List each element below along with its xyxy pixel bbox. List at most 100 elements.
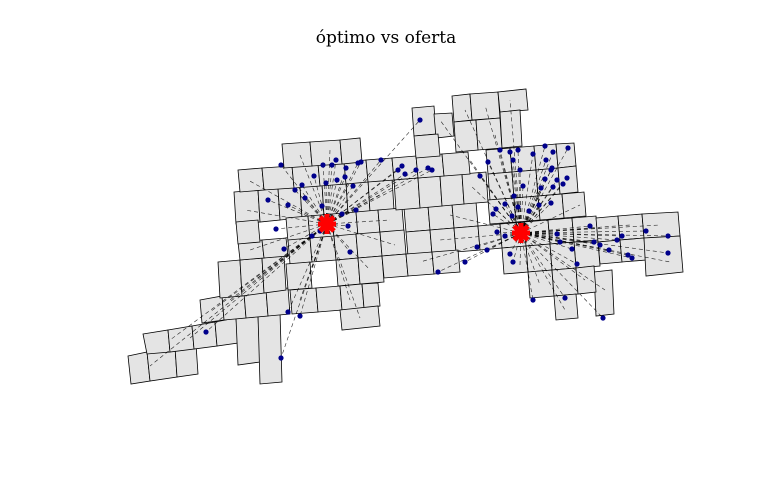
assignment-line bbox=[512, 232, 522, 263]
city-block bbox=[643, 235, 684, 277]
city-block bbox=[339, 283, 365, 311]
assignment-line bbox=[520, 177, 568, 234]
supply-point bbox=[619, 233, 625, 239]
optimum-marker-west bbox=[318, 214, 336, 234]
assignment-line bbox=[269, 223, 328, 271]
supply-point bbox=[597, 242, 603, 248]
assignment-line bbox=[520, 232, 618, 241]
assignment-line bbox=[169, 223, 328, 341]
supply-point bbox=[490, 211, 496, 217]
supply-point bbox=[548, 200, 554, 206]
supply-point bbox=[278, 355, 284, 361]
supply-point bbox=[554, 231, 560, 237]
city-block bbox=[411, 105, 437, 137]
assignment-line bbox=[326, 223, 396, 246]
city-block bbox=[367, 177, 395, 213]
supply-point bbox=[606, 247, 612, 253]
assignment-line bbox=[509, 99, 522, 234]
supply-point bbox=[554, 177, 560, 183]
assignment-line bbox=[520, 232, 578, 265]
assignment-line bbox=[326, 169, 433, 225]
assignment-line bbox=[520, 145, 546, 234]
city-block bbox=[441, 151, 471, 177]
city-block bbox=[431, 249, 461, 275]
supply-point bbox=[510, 157, 516, 163]
assignment-line bbox=[326, 167, 429, 225]
assignment-line bbox=[520, 204, 581, 234]
supply-point bbox=[355, 160, 361, 166]
assignment-line bbox=[520, 232, 669, 237]
city-block bbox=[237, 167, 265, 193]
city-block bbox=[285, 261, 313, 291]
supply-point bbox=[285, 309, 291, 315]
supply-point bbox=[562, 295, 568, 301]
assignment-line bbox=[449, 214, 522, 234]
assignment-line bbox=[326, 223, 371, 271]
city-block bbox=[355, 231, 383, 259]
supply-point bbox=[543, 157, 549, 163]
assignment-line bbox=[326, 176, 346, 225]
assignment-line bbox=[437, 232, 522, 273]
supply-point bbox=[345, 223, 351, 229]
assignment-line bbox=[469, 159, 522, 234]
assignment-line bbox=[520, 147, 569, 234]
city-block bbox=[461, 171, 489, 205]
assignment-line bbox=[520, 232, 633, 259]
supply-point bbox=[299, 182, 305, 188]
assignment-line bbox=[517, 206, 522, 234]
city-block bbox=[453, 119, 479, 153]
supply-point bbox=[549, 165, 555, 171]
supply-point bbox=[550, 184, 556, 190]
supply-point bbox=[477, 173, 483, 179]
supply-point bbox=[507, 251, 513, 257]
assignment-line bbox=[299, 154, 328, 225]
city-block bbox=[497, 88, 529, 113]
assignment-line bbox=[520, 232, 541, 286]
supply-point bbox=[265, 197, 271, 203]
supply-point bbox=[203, 329, 209, 335]
supply-point bbox=[334, 177, 340, 183]
city-block bbox=[413, 133, 441, 159]
assignment-line bbox=[486, 232, 522, 251]
supply-point bbox=[629, 255, 635, 261]
supply-point bbox=[665, 250, 671, 256]
supply-point bbox=[413, 167, 419, 173]
city-block bbox=[261, 255, 287, 294]
supply-point bbox=[510, 259, 516, 265]
supply-point bbox=[530, 151, 536, 157]
supply-point bbox=[350, 183, 356, 189]
supply-point bbox=[536, 202, 542, 208]
assignment-line bbox=[299, 223, 328, 317]
assignment-line bbox=[487, 161, 522, 234]
assignment-line bbox=[189, 223, 328, 339]
assignment-line bbox=[304, 197, 328, 225]
assignment-line bbox=[326, 161, 362, 225]
assignment-line bbox=[326, 209, 357, 225]
city-block bbox=[487, 171, 515, 201]
assignment-line bbox=[309, 223, 328, 276]
supply-point bbox=[343, 165, 349, 171]
city-block bbox=[405, 251, 435, 277]
supply-point bbox=[319, 203, 325, 209]
assignment-line bbox=[513, 195, 522, 234]
city-block bbox=[142, 329, 171, 355]
supply-point bbox=[517, 167, 523, 173]
city-block bbox=[239, 257, 265, 297]
city-block bbox=[335, 257, 361, 287]
city-block bbox=[235, 219, 261, 245]
assignment-line bbox=[326, 119, 421, 225]
assignment-line bbox=[267, 199, 328, 225]
supply-point bbox=[333, 157, 339, 163]
supply-point bbox=[329, 162, 335, 168]
supply-point bbox=[493, 206, 499, 212]
assignment-line bbox=[520, 159, 547, 234]
assignment-line bbox=[520, 224, 631, 234]
supply-points bbox=[203, 117, 671, 361]
city-block bbox=[561, 191, 587, 219]
supply-point bbox=[395, 167, 401, 173]
supply-point bbox=[399, 163, 405, 169]
supply-point bbox=[587, 223, 593, 229]
supply-point bbox=[462, 259, 468, 265]
city-block bbox=[475, 117, 503, 151]
city-block bbox=[477, 223, 503, 251]
